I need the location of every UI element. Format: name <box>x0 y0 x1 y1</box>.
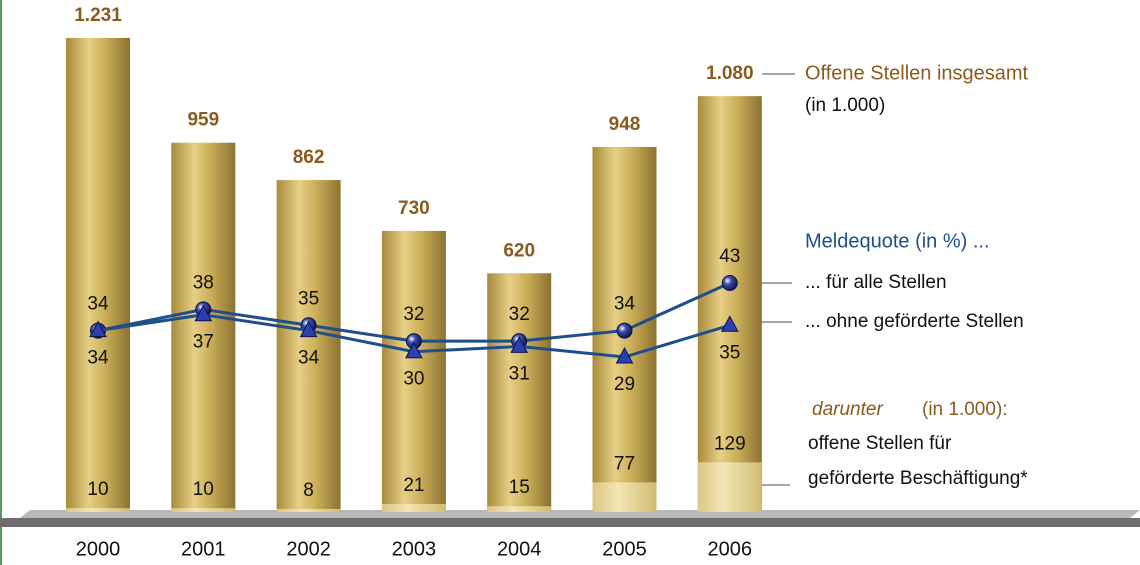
bar-value-label: 1.080 <box>706 63 754 84</box>
bar-part-label: 10 <box>193 479 214 500</box>
line-value-label: 30 <box>403 369 424 390</box>
line-value-label: 34 <box>298 348 320 369</box>
x-tick-label: 2000 <box>76 538 121 560</box>
legend-rate: Meldequote (in %) ... <box>805 230 990 252</box>
bar-part <box>697 462 762 512</box>
x-tick-label: 2002 <box>286 538 331 560</box>
line-value-label: 35 <box>298 288 319 309</box>
marker <box>194 304 213 322</box>
bar-value-label: 862 <box>293 147 325 168</box>
bar-part <box>66 508 130 512</box>
bar-value-label: 1.231 <box>74 5 122 26</box>
bar <box>381 230 446 513</box>
bar-value-label: 620 <box>503 240 535 261</box>
marker <box>721 275 738 291</box>
legend-part: geförderte Beschäftigung* <box>808 468 1028 489</box>
line-value-label: 32 <box>403 304 424 325</box>
x-tick-label: 2005 <box>602 538 647 560</box>
line-value-label: 29 <box>614 374 635 395</box>
legend-part-unit: (in 1.000): <box>922 399 1008 420</box>
marker <box>720 315 739 332</box>
legend-bars-unit: (in 1.000) <box>805 95 885 116</box>
bar <box>66 38 130 512</box>
bar <box>487 273 552 512</box>
marker <box>616 322 633 339</box>
line-value-label: 31 <box>509 363 530 384</box>
marker <box>405 341 423 359</box>
legend-part: offene Stellen für <box>808 433 952 454</box>
bar-part-label: 77 <box>614 453 635 474</box>
marker <box>510 336 529 353</box>
x-tick-label: 2006 <box>708 538 753 560</box>
bar <box>171 142 236 512</box>
legend-bars: Offene Stellen insgesamt <box>805 62 1029 84</box>
bar-part-label: 8 <box>303 480 314 501</box>
bar <box>697 96 762 512</box>
bar-part-label: 21 <box>403 475 424 496</box>
bar-part-label: 129 <box>714 433 746 454</box>
legend-line: ... für alle Stellen <box>805 272 947 293</box>
x-tick-label: 2003 <box>392 538 437 560</box>
line-value-label: 34 <box>87 294 109 315</box>
floor <box>0 518 1140 527</box>
x-tick-label: 2001 <box>181 538 226 560</box>
bar-part-label: 10 <box>87 479 108 500</box>
marker <box>89 320 107 338</box>
bar-part <box>171 508 236 512</box>
bar-value-label: 948 <box>609 114 641 135</box>
line-value-label: 32 <box>509 304 530 325</box>
line-value-label: 37 <box>193 332 214 353</box>
bar-part <box>487 506 552 512</box>
legend-line: ... ohne geförderte Stellen <box>805 311 1024 332</box>
line-value-label: 35 <box>719 342 740 363</box>
bar-part <box>381 503 446 512</box>
line-value-label: 34 <box>87 348 109 369</box>
line-value-label: 38 <box>193 272 214 293</box>
marker <box>615 346 634 364</box>
marker <box>299 320 318 338</box>
bar-part <box>276 508 341 512</box>
bar-value-label: 730 <box>398 198 430 219</box>
line-value-label: 34 <box>614 294 636 315</box>
bar-part-label: 15 <box>509 477 530 498</box>
legend-part-heading: darunter <box>812 399 883 420</box>
bar <box>276 180 341 513</box>
bar-part <box>592 482 657 512</box>
bar-value-label: 959 <box>187 110 219 131</box>
x-tick-label: 2004 <box>497 538 542 560</box>
line-value-label: 43 <box>719 246 740 267</box>
